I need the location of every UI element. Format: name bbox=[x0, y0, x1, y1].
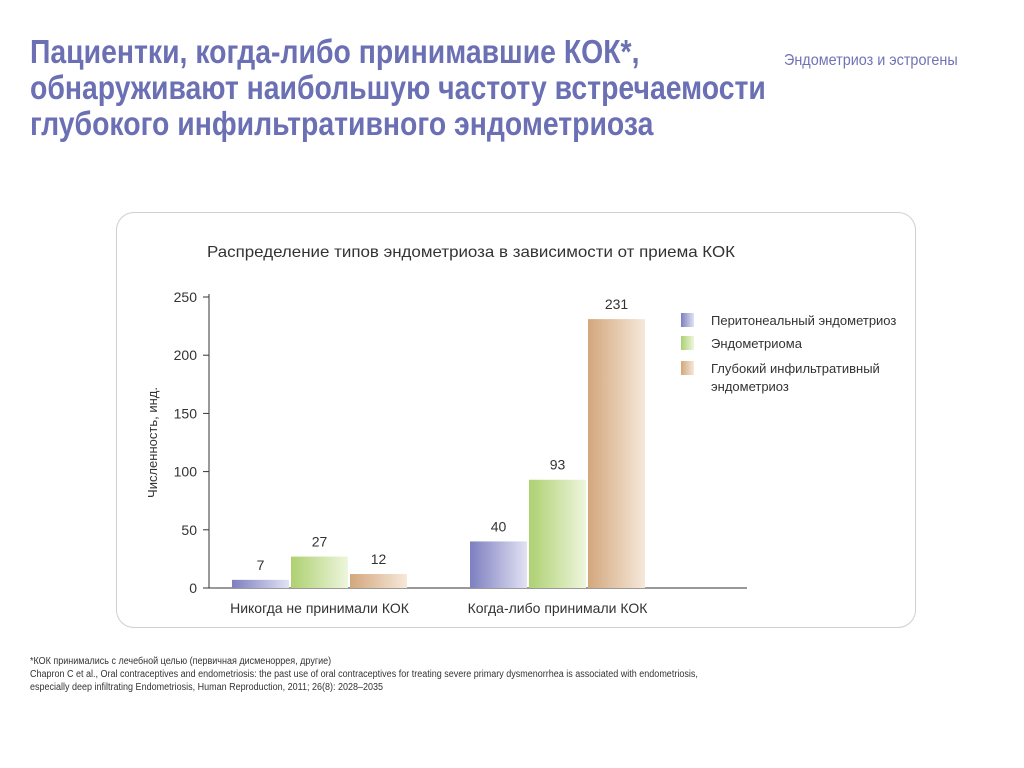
bar bbox=[232, 579, 289, 588]
data-label: 93 bbox=[550, 457, 566, 473]
x-tick-label: Никогда не принимали КОК bbox=[230, 600, 410, 616]
bar bbox=[291, 556, 348, 588]
bar bbox=[470, 541, 527, 588]
y-tick-label: 150 bbox=[174, 405, 198, 421]
footnote-reference: especially deep infiltrating Endometrios… bbox=[30, 682, 384, 693]
chart-panel: Распределение типов эндометриоза в завис… bbox=[116, 212, 916, 628]
data-label: 231 bbox=[605, 296, 629, 312]
bar-chart: Распределение типов эндометриоза в завис… bbox=[145, 244, 896, 616]
y-tick-label: 50 bbox=[181, 522, 197, 538]
bar bbox=[529, 479, 586, 588]
bar bbox=[588, 319, 645, 588]
legend-swatch bbox=[681, 336, 694, 350]
y-tick-label: 250 bbox=[174, 289, 198, 305]
footnotes: *КОК принимались с лечебной целью (перви… bbox=[30, 655, 714, 694]
y-tick-label: 100 bbox=[174, 464, 198, 480]
legend-label: Эндометриома bbox=[711, 336, 803, 351]
y-axis-label: Численность, инд. bbox=[145, 387, 160, 498]
footnote-note: *КОК принимались с лечебной целью (перви… bbox=[30, 656, 332, 667]
data-label: 40 bbox=[491, 518, 507, 534]
data-label: 7 bbox=[257, 557, 265, 573]
chart-title: Распределение типов эндометриоза в завис… bbox=[207, 244, 736, 261]
bar bbox=[350, 574, 407, 588]
legend-swatch bbox=[681, 361, 694, 375]
y-tick-label: 200 bbox=[174, 347, 198, 363]
page-title-line: глубокого инфильтративного эндометриоза bbox=[30, 105, 654, 142]
data-label: 12 bbox=[371, 551, 387, 567]
page-title: Пациентки, когда-либо принимавшие КОК*, … bbox=[30, 33, 766, 142]
page-title-line: обнаруживают наибольшую частоту встречае… bbox=[30, 69, 766, 106]
legend-swatch bbox=[681, 313, 694, 327]
legend-label: Перитонеальный эндометриоз bbox=[711, 313, 896, 328]
section-label: Эндометриоз и эстрогены bbox=[784, 52, 958, 69]
x-tick-label: Когда-либо принимали КОК bbox=[468, 600, 649, 616]
page-title-line: Пациентки, когда-либо принимавшие КОК*, bbox=[30, 33, 640, 70]
y-tick-label: 0 bbox=[189, 580, 197, 596]
legend-label: эндометриоз bbox=[711, 379, 789, 394]
data-label: 27 bbox=[312, 534, 328, 550]
legend-label: Глубокий инфильтративный bbox=[711, 361, 880, 376]
footnote-reference: Chapron C et al., Oral contraceptives an… bbox=[30, 669, 698, 680]
